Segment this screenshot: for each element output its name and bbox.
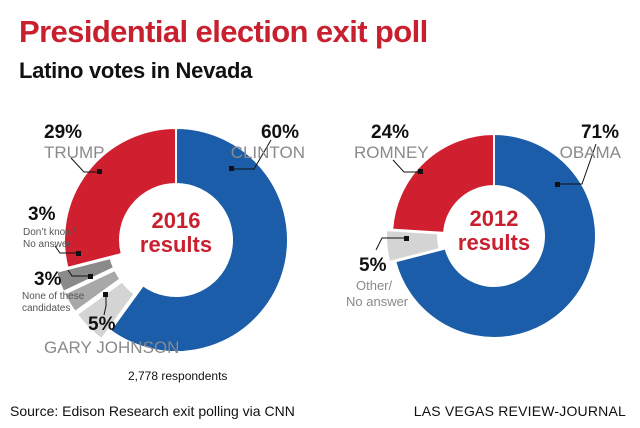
data-label-dontknow-line2: No answer <box>23 239 71 250</box>
slice-trump <box>63 126 177 270</box>
data-label-other-line1: Other/ <box>356 278 393 293</box>
data-label-clinton-pct: 60% <box>261 122 299 143</box>
publisher-credit: LAS VEGAS REVIEW-JOURNAL <box>413 403 626 419</box>
respondents-note: 2,778 respondents <box>128 369 228 383</box>
data-label-obama-pct: 71% <box>581 122 619 143</box>
leader-obama <box>558 143 597 185</box>
center-label-2016-year: 2016 <box>152 208 201 233</box>
center-label-2012-word: results <box>458 230 530 255</box>
donut-2012-dots <box>404 169 560 241</box>
data-label-johnson-pct: 5% <box>88 314 116 335</box>
leader-clinton <box>232 139 272 170</box>
leader-trump <box>70 157 100 173</box>
donut-2016-dots <box>76 166 234 297</box>
chart-subtitle: Latino votes in Nevada <box>19 58 253 83</box>
dot-trump <box>97 169 102 174</box>
donut-2012-leaders <box>375 143 597 251</box>
dot-obama <box>555 182 560 187</box>
slice-none-of-these-candidates <box>62 268 122 314</box>
slice-obama <box>393 132 597 339</box>
data-label-dontknow-pct: 3% <box>28 204 56 225</box>
center-label-2016-word: results <box>140 232 212 257</box>
data-label-clinton-name: CLINTON <box>231 143 305 162</box>
slice-romney <box>391 132 495 234</box>
leader-romney <box>392 159 421 173</box>
slice-clinton <box>108 126 290 353</box>
slice-don-t-know-no-answer <box>55 256 116 294</box>
dot-romney <box>418 169 423 174</box>
data-label-other-line2: No answer <box>346 294 409 309</box>
center-label-2012-year: 2012 <box>470 206 519 231</box>
donut-2016: 2016 results 60% CLINTON 29% TRUMP 3% Do… <box>22 122 305 357</box>
donut-2012-slices <box>385 132 597 339</box>
donut-2016-slices <box>55 126 290 353</box>
slice-gary-johnson <box>75 280 136 341</box>
data-label-none-pct: 3% <box>34 269 62 290</box>
data-label-none-line1: None of these <box>22 291 85 302</box>
data-label-dontknow-line1: Don’t know/ <box>23 227 75 238</box>
dot-dontknow <box>76 251 81 256</box>
data-label-other-pct: 5% <box>359 255 387 276</box>
dot-clinton <box>229 166 234 171</box>
data-label-obama-name: OBAMA <box>560 143 622 162</box>
data-label-johnson-name: GARY JOHNSON <box>44 338 179 357</box>
leader-other <box>375 237 407 251</box>
data-label-trump-name: TRUMP <box>44 143 104 162</box>
donut-2016-leaders <box>54 139 272 316</box>
leader-johnson <box>103 294 107 316</box>
leader-none <box>67 269 90 277</box>
data-label-none-line2: candidates <box>22 303 70 314</box>
data-label-romney-pct: 24% <box>371 122 409 143</box>
dot-other <box>404 236 409 241</box>
dot-none <box>88 274 93 279</box>
data-label-romney-name: ROMNEY <box>354 143 429 162</box>
data-label-trump-pct: 29% <box>44 122 82 143</box>
donut-2012: 2012 results 71% OBAMA 24% ROMNEY 5% Oth… <box>346 122 622 339</box>
leader-dontknow <box>54 245 78 254</box>
source-note: Source: Edison Research exit polling via… <box>10 403 295 419</box>
dot-johnson <box>103 292 108 297</box>
chart-title: Presidential election exit poll <box>19 14 428 49</box>
